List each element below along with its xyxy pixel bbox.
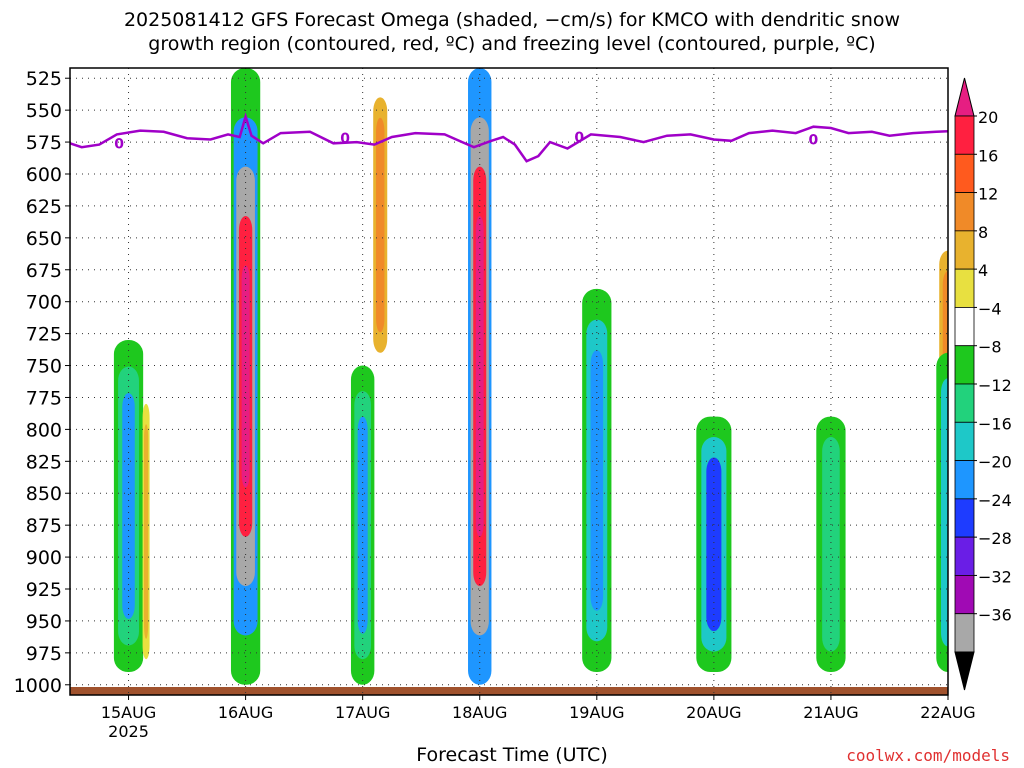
x-tick-label-2: 17AUG (335, 703, 390, 722)
colorbar-segment-0 (954, 115, 975, 155)
colorbar-label-7: −12 (978, 376, 1012, 395)
colorbar-label-4: 4 (978, 261, 988, 280)
colorbar-label-10: −24 (978, 491, 1012, 510)
colorbar-label-2: 12 (978, 185, 998, 204)
colorbar-label-5: −4 (978, 299, 1002, 318)
x-tick-label-4: 19AUG (569, 703, 624, 722)
colorbar-segment-3 (954, 230, 975, 270)
y-tick-label-10: 775 (26, 387, 62, 409)
omega-shading (113, 68, 948, 685)
plot-border (69, 67, 949, 696)
omega-blob-5-3 (475, 216, 484, 537)
colorbar-segment-1 (954, 153, 975, 193)
colorbar-segment-8 (954, 421, 975, 461)
x-tick-label-7: 22AUG (920, 703, 975, 722)
y-tick-label-7: 700 (26, 292, 62, 314)
omega-blob-3-2 (357, 416, 368, 634)
colorbar-label-12: −32 (978, 567, 1012, 586)
y-tick-label-14: 875 (26, 515, 62, 537)
colorbar-label-6: −8 (978, 338, 1002, 357)
colorbar-bottom-arrow (954, 651, 975, 691)
y-tick-label-13: 850 (26, 483, 62, 505)
colorbar-segment-7 (954, 383, 975, 423)
omega-blob-6-2 (590, 350, 604, 611)
colorbar-label-1: 16 (978, 146, 998, 165)
x-tick-label-5: 20AUG (686, 703, 741, 722)
omega-blob-2-4 (241, 265, 250, 488)
colorbar-label-3: 8 (978, 223, 988, 242)
y-tick-label-5: 650 (26, 228, 62, 250)
freezing-level: 0 0 0 0 (70, 112, 948, 163)
colorbar-segment-5 (954, 307, 975, 347)
y-tick-label-6: 675 (26, 260, 62, 282)
credit-link[interactable]: coolwx.com/models (846, 746, 1010, 765)
x-tick-label-1: 16AUG (218, 703, 273, 722)
colorbar-segment-11 (954, 536, 975, 576)
freezing-level-label-0: 0 (114, 136, 124, 152)
chart-title-line-1: 2025081412 GFS Forecast Omega (shaded, −… (123, 9, 901, 31)
colorbar-segment-12 (954, 575, 975, 615)
colorbar-segment-2 (954, 192, 975, 232)
colorbar-segment-9 (954, 460, 975, 500)
x-tick-label-6: 21AUG (803, 703, 858, 722)
y-tick-label-18: 975 (26, 643, 62, 665)
y-tick-label-17: 950 (26, 611, 62, 633)
colorbar-top-arrow (954, 77, 975, 117)
y-tick-label-8: 725 (26, 324, 62, 346)
freezing-level-label-3: 0 (808, 133, 818, 149)
colorbar-label-8: −16 (978, 414, 1012, 433)
ground-band (70, 687, 948, 695)
y-tick-label-1: 550 (26, 100, 62, 122)
x-axis-label: Forecast Time (UTC) (416, 744, 608, 766)
plot-background (70, 68, 948, 695)
y-tick-label-2: 575 (26, 132, 62, 154)
colorbar-segment-13 (954, 613, 975, 653)
omega-blob-10-1 (940, 378, 948, 647)
y-tick-label-19: 1000 (14, 675, 62, 697)
colorbar-segment-10 (954, 498, 975, 538)
y-tick-label-0: 525 (26, 68, 62, 90)
grid (70, 68, 949, 695)
y-tick-label-16: 925 (26, 579, 62, 601)
omega-blob-4-1 (376, 117, 385, 333)
colorbar: 20 16 12 8 4 −4 −8 −12 −16 −20 −24 −28 −32 −36 (954, 77, 1012, 691)
omega-blob-1-1 (143, 424, 149, 639)
chart-title-line-2: growth region (contoured, red, ºC) and f… (148, 33, 876, 55)
x-tick-label-0: 15AUG (101, 703, 156, 722)
y-tick-label-9: 750 (26, 356, 62, 378)
colorbar-segment-6 (954, 345, 975, 385)
freezing-level-label-2: 0 (574, 130, 584, 146)
omega-blob-7-2 (706, 457, 722, 632)
x-tick-label-3: 18AUG (452, 703, 507, 722)
colorbar-label-11: −28 (978, 529, 1012, 548)
colorbar-label-0: 20 (978, 108, 998, 127)
y-tick-label-3: 600 (26, 164, 62, 186)
colorbar-segment-4 (954, 268, 975, 308)
colorbar-label-9: −20 (978, 453, 1012, 472)
y-tick-label-15: 900 (26, 547, 62, 569)
colorbar-label-13: −36 (978, 606, 1012, 625)
freezing-level-line (70, 112, 948, 163)
freezing-level-label-1: 0 (340, 131, 350, 147)
x-year-label: 2025 (108, 722, 149, 741)
y-tick-label-12: 825 (26, 451, 62, 473)
omega-blob-8-1 (822, 437, 840, 652)
y-tick-label-11: 800 (26, 419, 62, 441)
y-tick-label-4: 625 (26, 196, 62, 218)
